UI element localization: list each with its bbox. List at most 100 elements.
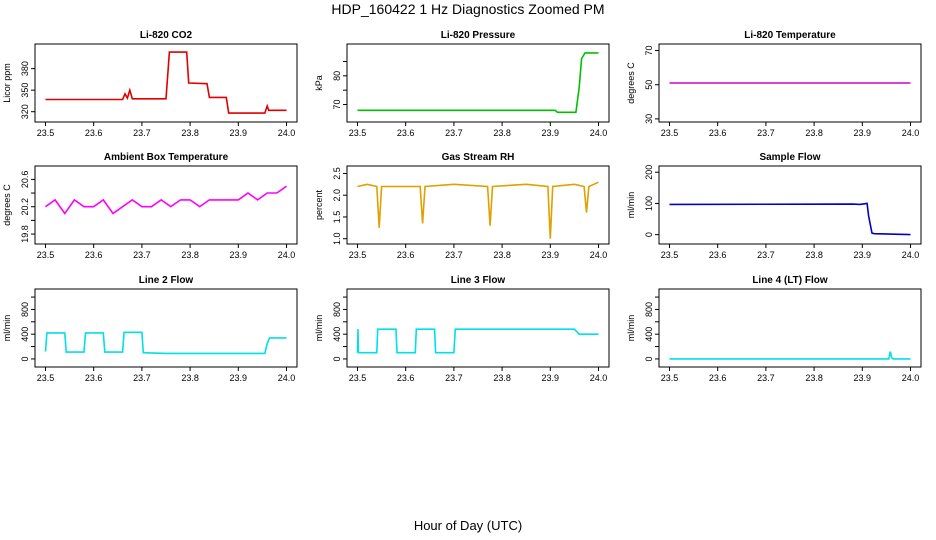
x-tick-label: 23.7 xyxy=(133,373,151,383)
x-tick-label: 23.9 xyxy=(542,128,560,138)
plot-frame xyxy=(658,288,922,368)
x-tick-label: 23.9 xyxy=(542,373,560,383)
x-tick-label: 24.0 xyxy=(902,128,920,138)
y-tick-label: 100 xyxy=(644,196,654,211)
y-tick-label: 0 xyxy=(644,232,654,237)
y-tick-label: 20.2 xyxy=(20,198,30,216)
y-tick-label: 200 xyxy=(644,165,654,180)
y-tick-label: 0 xyxy=(20,356,30,361)
panel-title: Line 4 (LT) Flow xyxy=(752,275,828,286)
panel-title: Ambient Box Temperature xyxy=(104,152,229,163)
x-tick-label: 23.5 xyxy=(349,250,367,260)
x-tick-label: 23.5 xyxy=(661,250,679,260)
panel-7: Line 3 Flow 23.5 23.6 23.7 23.8 23.9 24.0 0 400 8… xyxy=(314,275,610,383)
x-tick-label: 24.0 xyxy=(902,250,920,260)
x-tick-label: 23.6 xyxy=(709,373,727,383)
plot-frame xyxy=(346,43,610,123)
x-tick-label: 24.0 xyxy=(278,250,296,260)
x-tick-label: 23.5 xyxy=(661,128,679,138)
x-tick-label: 23.9 xyxy=(542,250,560,260)
x-tick-label: 23.5 xyxy=(37,128,55,138)
x-tick-label: 23.7 xyxy=(445,128,463,138)
x-tick-label: 23.5 xyxy=(661,373,679,383)
y-tick-label: 19.8 xyxy=(20,225,30,243)
x-tick-label: 23.8 xyxy=(181,250,199,260)
panel-3: Ambient Box Temperature 23.5 23.6 23.7 23.8 2… xyxy=(2,152,298,260)
y-tick-label: 400 xyxy=(332,327,342,342)
panel-title: Line 2 Flow xyxy=(139,275,194,286)
x-tick-label: 23.8 xyxy=(181,128,199,138)
plot-frame xyxy=(34,43,298,123)
x-tick-label: 24.0 xyxy=(590,128,608,138)
x-tick-label: 23.8 xyxy=(805,128,823,138)
x-tick-label: 23.9 xyxy=(230,128,248,138)
plot-frame xyxy=(346,288,610,368)
x-tick-label: 23.9 xyxy=(230,250,248,260)
y-tick-label: 0 xyxy=(644,356,654,361)
x-tick-label: 23.7 xyxy=(445,250,463,260)
panel-title: Li-820 Pressure xyxy=(441,30,516,41)
x-tick-label: 23.5 xyxy=(37,373,55,383)
plot-frame xyxy=(658,43,922,123)
plot-frame xyxy=(34,288,298,368)
y-tick-label: 20.6 xyxy=(20,171,30,189)
plot-frame xyxy=(34,165,298,245)
panel-title: Line 3 Flow xyxy=(451,275,506,286)
x-tick-label: 23.6 xyxy=(397,128,415,138)
figure-title: HDP_160422 1 Hz Diagnostics Zoomed PM xyxy=(331,1,605,17)
plot-frame xyxy=(658,165,922,245)
y-tick-label: 1.5 xyxy=(332,211,342,224)
y-axis-label: Licor ppm xyxy=(2,63,12,103)
x-tick-label: 23.8 xyxy=(493,373,511,383)
series-line-0 xyxy=(45,51,287,114)
panel-title: Li-820 Temperature xyxy=(744,30,836,41)
panel-0: Li-820 CO2 23.5 23.6 23.7 23.8 23.9 24.0 320 350… xyxy=(2,30,298,138)
y-tick-label: 70 xyxy=(644,46,654,56)
y-tick-label: 2.0 xyxy=(332,189,342,202)
y-axis-label: ml/min xyxy=(626,192,636,219)
y-tick-label: 800 xyxy=(644,302,654,317)
x-tick-label: 23.9 xyxy=(854,250,872,260)
y-axis-label: ml/min xyxy=(2,315,12,342)
series-line-0 xyxy=(357,181,599,239)
y-tick-label: 400 xyxy=(20,327,30,342)
x-tick-label: 23.7 xyxy=(133,128,151,138)
x-tick-label: 23.6 xyxy=(709,250,727,260)
plot-frame xyxy=(346,165,610,245)
x-tick-label: 23.6 xyxy=(397,250,415,260)
panel-4: Gas Stream RH 23.5 23.6 23.7 23.8 23.9 24.0 1.0… xyxy=(314,152,610,260)
x-tick-label: 24.0 xyxy=(278,373,296,383)
y-axis-label: ml/min xyxy=(626,315,636,342)
x-tick-label: 23.5 xyxy=(37,250,55,260)
x-tick-label: 23.6 xyxy=(709,128,727,138)
series-line-0 xyxy=(669,351,911,360)
x-tick-label: 24.0 xyxy=(278,128,296,138)
y-tick-label: 80 xyxy=(332,71,342,81)
panel-6: Line 2 Flow 23.5 23.6 23.7 23.8 23.9 24.0 0 400 8… xyxy=(2,275,298,383)
panel-8: Line 4 (LT) Flow 23.5 23.6 23.7 23.8 23.9 24.0… xyxy=(626,275,922,383)
x-tick-label: 23.8 xyxy=(493,128,511,138)
x-tick-label: 24.0 xyxy=(590,373,608,383)
series-line-0 xyxy=(356,328,599,354)
x-tick-label: 23.8 xyxy=(805,373,823,383)
x-tick-label: 23.5 xyxy=(349,128,367,138)
y-axis-label: ml/min xyxy=(314,315,324,342)
x-tick-label: 23.8 xyxy=(181,373,199,383)
x-tick-label: 23.7 xyxy=(133,250,151,260)
x-tick-label: 23.8 xyxy=(805,250,823,260)
x-tick-label: 24.0 xyxy=(902,373,920,383)
x-tick-label: 24.0 xyxy=(590,250,608,260)
x-tick-label: 23.7 xyxy=(757,128,775,138)
x-axis-label: Hour of Day (UTC) xyxy=(413,518,523,533)
series-line-0 xyxy=(44,331,287,355)
x-tick-label: 23.6 xyxy=(85,250,103,260)
y-tick-label: 800 xyxy=(332,302,342,317)
y-tick-label: 320 xyxy=(20,104,30,119)
y-tick-label: 2.5 xyxy=(332,167,342,180)
x-tick-label: 23.5 xyxy=(349,373,367,383)
x-tick-label: 23.8 xyxy=(493,250,511,260)
y-tick-label: 350 xyxy=(20,83,30,98)
y-tick-label: 800 xyxy=(20,302,30,317)
y-axis-label: percent xyxy=(314,189,324,220)
x-tick-label: 23.7 xyxy=(445,373,463,383)
